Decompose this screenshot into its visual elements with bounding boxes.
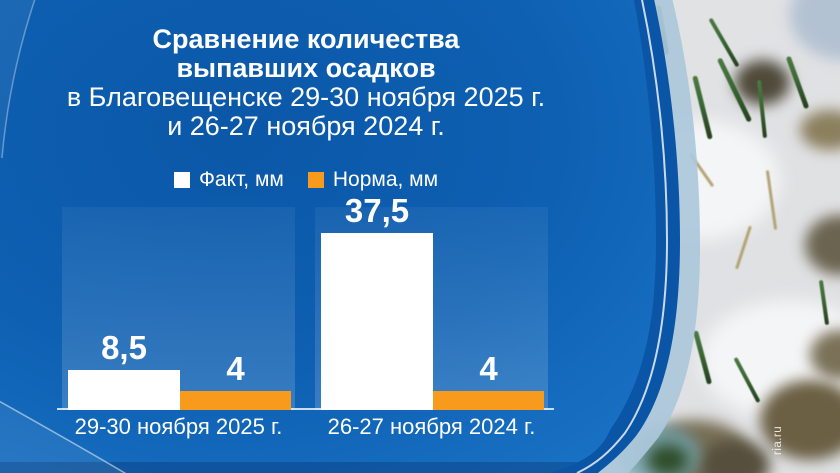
bottom-dark-strip [0,462,620,473]
legend: Факт, мм Норма, мм [0,168,612,192]
bar-fact [68,370,180,410]
bar-value-label: 4 [226,350,245,387]
title-line-2: выпавших осадков [176,53,436,83]
white-arc-line [576,0,669,473]
bar-fact [321,233,433,410]
top-left-arc-fill [0,0,38,158]
bar-norm [180,391,291,410]
bar-value-label: 4 [479,350,498,387]
category-label: 26-27 ноября 2024 г. [327,414,536,439]
top-left-arc-line [1,0,39,159]
x-axis-baseline [57,408,554,410]
title-line-3: в Благовещенске 29-30 ноября 2025 г. [66,82,546,112]
legend-swatch-fact [173,172,190,188]
bar-value-label: 8,5 [101,329,147,366]
category-label: 29-30 ноября 2025 г. [74,414,283,439]
legend-label: Норма, мм [332,168,439,191]
legend-label: Факт, мм [198,168,284,191]
title-line-1: Сравнение количества [152,24,460,54]
dirt-patch [800,110,840,150]
legend-item: Норма, мм [307,168,439,192]
bar-value-label: 37,5 [344,192,410,229]
bar-norm [433,391,544,410]
group-panel: 37,5 4 [315,194,548,410]
bottom-left-arc-line [0,395,141,473]
title-line-4: и 26-27 ноября 2024 г. [167,111,445,141]
legend-item: Факт, мм [173,168,284,192]
dirt-patch [760,380,840,460]
legend-swatch-norm [307,172,324,188]
grass-clump [648,445,688,473]
dirt-patch [700,440,770,473]
chart-title: Сравнение количества выпавших осадков в … [0,25,612,141]
watermark: ria.ru [772,425,784,455]
group-panel: 8,5 4 [62,207,295,410]
chart: 8,5 4 29-30 ноября 2025 г. 37,5 4 26-27 ноябр… [57,194,554,439]
